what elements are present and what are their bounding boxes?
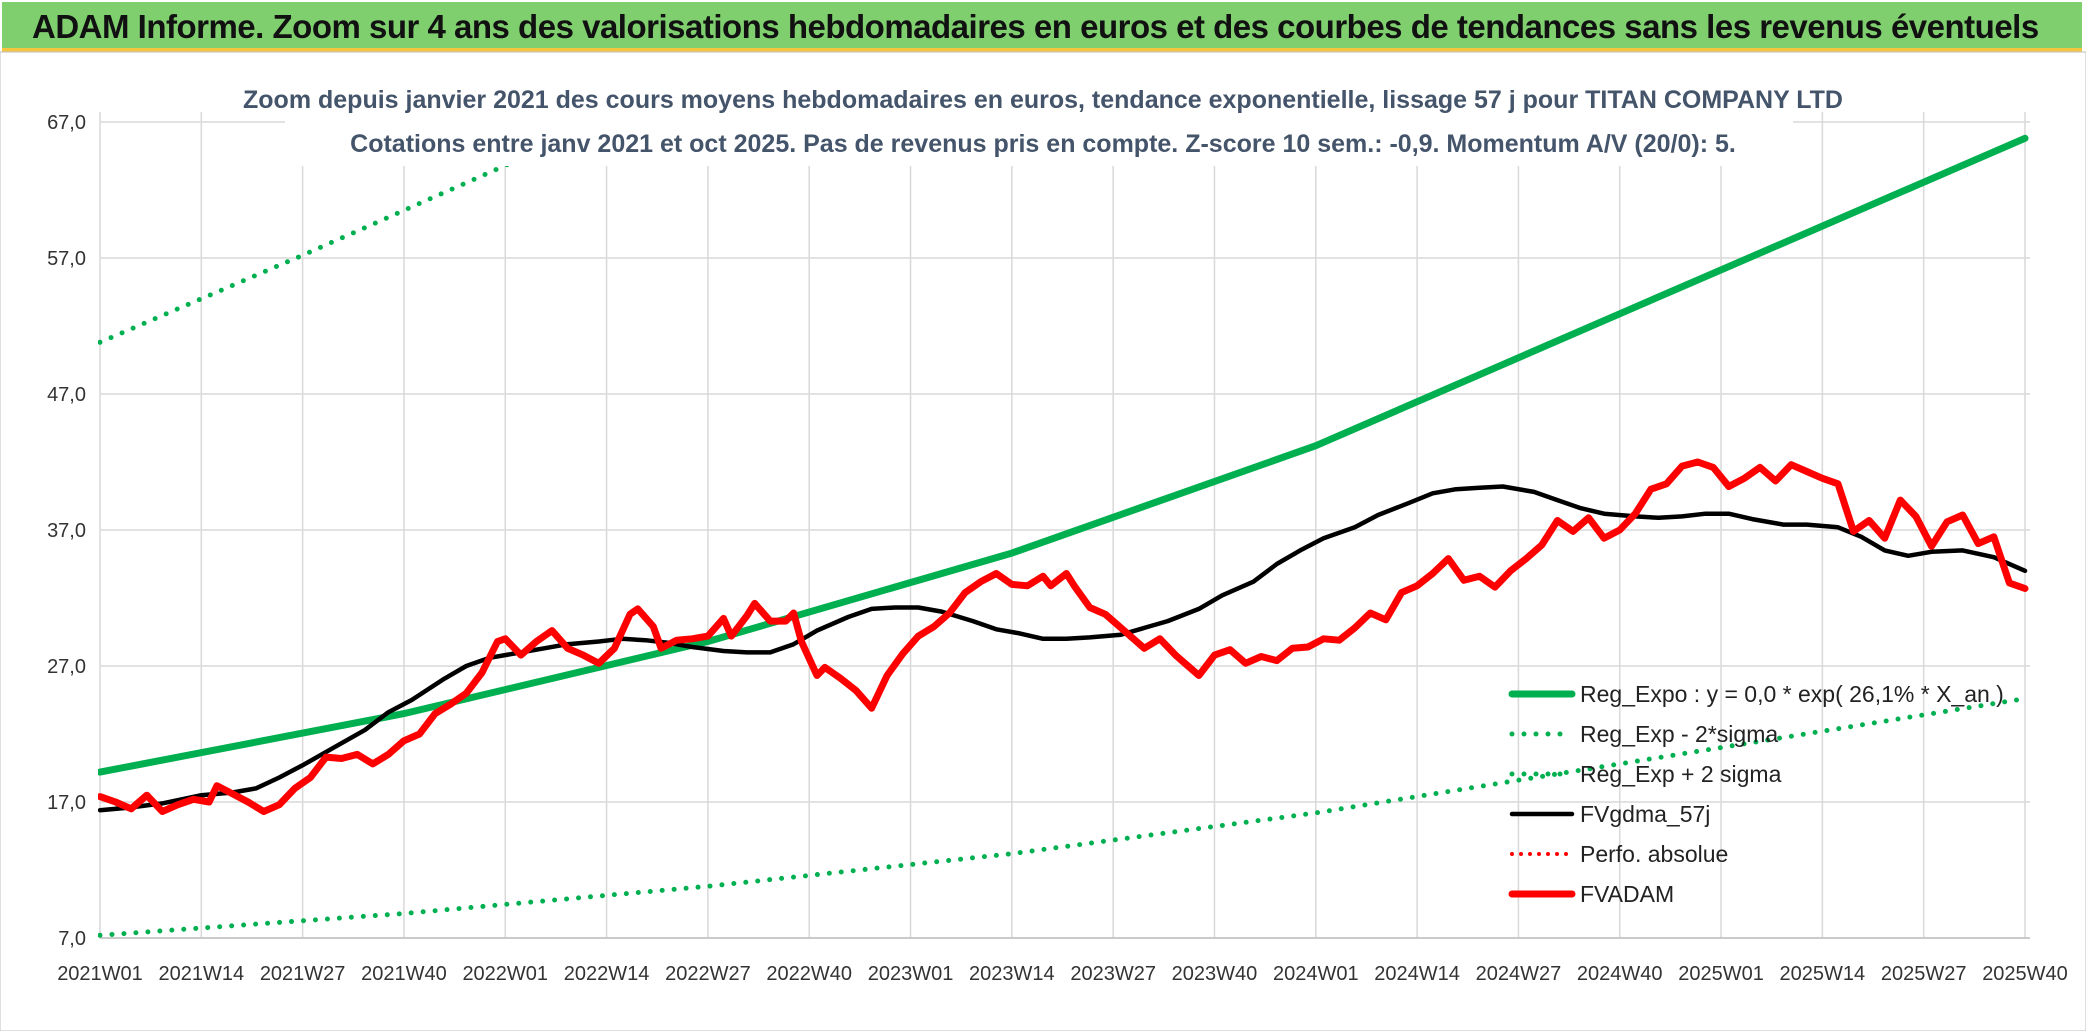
x-tick-label: 2023W01 <box>868 963 954 985</box>
x-axis-ticks: 2021W01 2021W14 2021W27 2021W40 2022W01 2022W… <box>57 963 2068 985</box>
x-tick-label: 2024W01 <box>1273 963 1359 985</box>
x-tick-label: 2021W14 <box>159 963 245 985</box>
legend-label: Reg_Expo : y = 0,0 * exp( 26,1% * X_an ) <box>1580 681 2004 707</box>
reg-expo-line <box>98 134 2029 776</box>
x-tick-label: 2021W40 <box>361 963 447 985</box>
y-tick-label: 37,0 <box>47 520 86 542</box>
report-title: ADAM Informe. Zoom sur 4 ans des valoris… <box>32 8 2039 45</box>
x-tick-label: 2025W40 <box>1982 963 2068 985</box>
y-tick-label: 57,0 <box>47 248 86 270</box>
x-tick-label: 2024W40 <box>1577 963 1663 985</box>
x-tick-label: 2022W14 <box>564 963 650 985</box>
chart-title: Zoom depuis janvier 2021 des cours moyen… <box>243 86 1843 114</box>
x-tick-label: 2025W27 <box>1881 963 1967 985</box>
title-background <box>285 76 1793 166</box>
y-tick-label: 47,0 <box>47 384 86 406</box>
y-tick-label: 7,0 <box>58 928 86 950</box>
legend-label: FVgdma_57j <box>1580 801 1710 827</box>
legend-label: Perfo. absolue <box>1580 841 1728 867</box>
x-tick-label: 2021W27 <box>260 963 346 985</box>
x-tick-label: 2023W40 <box>1172 963 1258 985</box>
report-banner: ADAM Informe. Zoom sur 4 ans des valoris… <box>2 2 2082 52</box>
x-tick-label: 2023W27 <box>1070 963 1156 985</box>
y-tick-label: 27,0 <box>47 656 86 678</box>
x-tick-label: 2022W01 <box>462 963 548 985</box>
legend-label: FVADAM <box>1580 881 1674 907</box>
y-tick-label: 17,0 <box>47 792 86 814</box>
x-tick-label: 2025W14 <box>1780 963 1866 985</box>
x-tick-label: 2024W14 <box>1374 963 1460 985</box>
x-tick-label: 2021W01 <box>57 963 143 985</box>
legend-label: Reg_Exp - 2*sigma <box>1580 721 1778 747</box>
chart-subtitle: Cotations entre janv 2021 et oct 2025. P… <box>350 130 1736 158</box>
legend: Reg_Expo : y = 0,0 * exp( 26,1% * X_an )… <box>1508 681 2004 907</box>
legend-label: Reg_Exp + 2 sigma <box>1580 761 1782 787</box>
fvadam-line <box>98 458 2029 815</box>
x-tick-label: 2022W27 <box>665 963 751 985</box>
grid <box>99 112 2030 939</box>
y-tick-label: 67,0 <box>47 112 86 134</box>
y-axis-ticks: 7,0 17,0 27,0 37,0 47,0 57,0 67,0 <box>47 112 86 950</box>
x-tick-label: 2023W14 <box>969 963 1055 985</box>
x-tick-label: 2025W01 <box>1678 963 1764 985</box>
fvgdma-57j-line <box>98 484 2028 813</box>
x-tick-label: 2022W40 <box>766 963 852 985</box>
x-tick-label: 2024W27 <box>1476 963 1562 985</box>
